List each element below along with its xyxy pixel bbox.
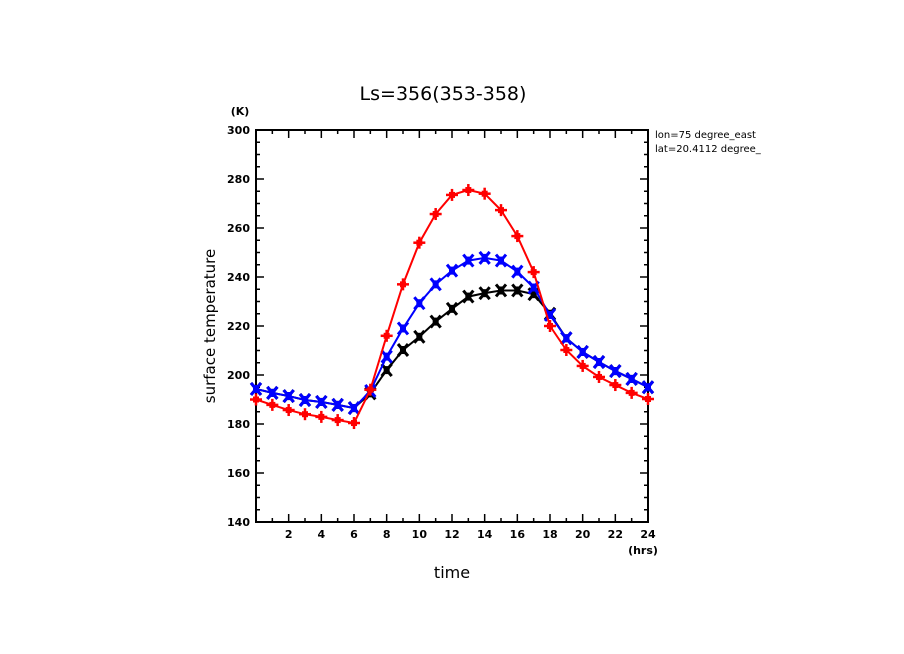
y-tick-label: 220 bbox=[227, 320, 250, 333]
marker-red bbox=[642, 393, 654, 406]
marker-red bbox=[593, 370, 605, 383]
marker-black bbox=[380, 363, 393, 378]
marker-blue bbox=[641, 380, 655, 395]
marker-blue bbox=[511, 264, 524, 279]
y-tick-label: 200 bbox=[227, 369, 250, 382]
series-red bbox=[250, 184, 654, 430]
annotation-lat: lat=20.4112 degree_ bbox=[655, 144, 762, 155]
x-tick-label: 12 bbox=[444, 528, 459, 541]
marker-blue bbox=[266, 385, 279, 400]
y-tick-label: 240 bbox=[227, 271, 250, 284]
y-tick-label: 260 bbox=[227, 222, 250, 235]
x-tick-label: 16 bbox=[510, 528, 526, 541]
marker-red bbox=[429, 208, 442, 221]
x-tick-label: 10 bbox=[412, 528, 428, 541]
marker-red bbox=[544, 320, 556, 332]
marker-blue bbox=[494, 253, 508, 268]
marker-red bbox=[413, 236, 426, 249]
marker-red bbox=[364, 383, 377, 396]
marker-red bbox=[315, 410, 328, 423]
marker-red bbox=[527, 266, 540, 279]
x-tick-label: 4 bbox=[318, 528, 326, 541]
marker-red bbox=[560, 344, 573, 357]
marker-red bbox=[380, 329, 393, 342]
x-axis-label: time bbox=[434, 563, 470, 582]
marker-red bbox=[282, 404, 295, 417]
x-tick-label: 22 bbox=[608, 528, 623, 541]
marker-blue bbox=[609, 364, 622, 379]
marker-blue bbox=[429, 277, 442, 292]
x-tick-label: 24 bbox=[640, 528, 656, 541]
x-unit-label: (hrs) bbox=[628, 544, 658, 557]
marker-black bbox=[511, 283, 524, 298]
y-tick-label: 300 bbox=[227, 124, 250, 137]
y-tick-label: 280 bbox=[227, 173, 250, 186]
x-tick-label: 14 bbox=[477, 528, 493, 541]
marker-red bbox=[625, 386, 638, 399]
marker-red bbox=[446, 188, 458, 201]
marker-blue bbox=[331, 397, 344, 412]
marker-red bbox=[299, 408, 311, 421]
x-tick-label: 20 bbox=[575, 528, 591, 541]
x-tick-label: 8 bbox=[383, 528, 391, 541]
marker-red bbox=[250, 393, 262, 406]
marker-red bbox=[266, 398, 279, 411]
marker-red bbox=[511, 230, 524, 243]
marker-blue bbox=[445, 263, 459, 278]
marker-red bbox=[609, 379, 622, 392]
x-tick-label: 18 bbox=[542, 528, 557, 541]
marker-blue bbox=[249, 382, 263, 396]
marker-red bbox=[576, 359, 589, 372]
marker-red bbox=[478, 187, 491, 200]
marker-black bbox=[445, 301, 459, 316]
y-tick-label: 140 bbox=[227, 516, 250, 529]
line-blue bbox=[255, 256, 649, 410]
y-axis-label: surface temperature bbox=[201, 249, 219, 404]
marker-blue bbox=[347, 401, 361, 416]
marker-blue bbox=[413, 296, 426, 311]
marker-red bbox=[462, 184, 475, 197]
plot-frame bbox=[255, 129, 649, 523]
marker-black bbox=[396, 343, 410, 357]
annotation-lon: lon=75 degree_east bbox=[655, 130, 756, 141]
marker-blue bbox=[315, 394, 328, 409]
marker-red bbox=[495, 204, 507, 217]
marker-black bbox=[462, 289, 475, 304]
marker-blue bbox=[396, 321, 410, 336]
marker-blue bbox=[625, 371, 638, 386]
marker-blue bbox=[282, 389, 295, 404]
series-blue bbox=[249, 250, 655, 416]
y-unit-label: (K) bbox=[231, 105, 250, 118]
marker-blue bbox=[380, 349, 393, 364]
marker-blue bbox=[592, 355, 606, 369]
marker-black bbox=[429, 314, 442, 329]
marker-blue bbox=[576, 345, 589, 359]
marker-red bbox=[331, 414, 344, 427]
marker-blue bbox=[298, 393, 312, 407]
marker-red bbox=[397, 278, 409, 291]
series-black bbox=[249, 283, 655, 416]
marker-blue bbox=[543, 308, 557, 322]
marker-black bbox=[413, 329, 426, 344]
marker-black bbox=[494, 283, 508, 298]
marker-blue bbox=[560, 331, 573, 346]
marker-blue bbox=[478, 250, 491, 265]
y-tick-label: 180 bbox=[227, 418, 250, 431]
marker-blue bbox=[462, 253, 475, 268]
marker-black bbox=[478, 286, 491, 301]
chart-title: Ls=356(353-358) bbox=[360, 83, 527, 105]
marker-red bbox=[348, 417, 360, 430]
y-tick-label: 160 bbox=[227, 467, 250, 480]
x-tick-label: 6 bbox=[350, 528, 358, 541]
x-tick-label: 2 bbox=[285, 528, 293, 541]
